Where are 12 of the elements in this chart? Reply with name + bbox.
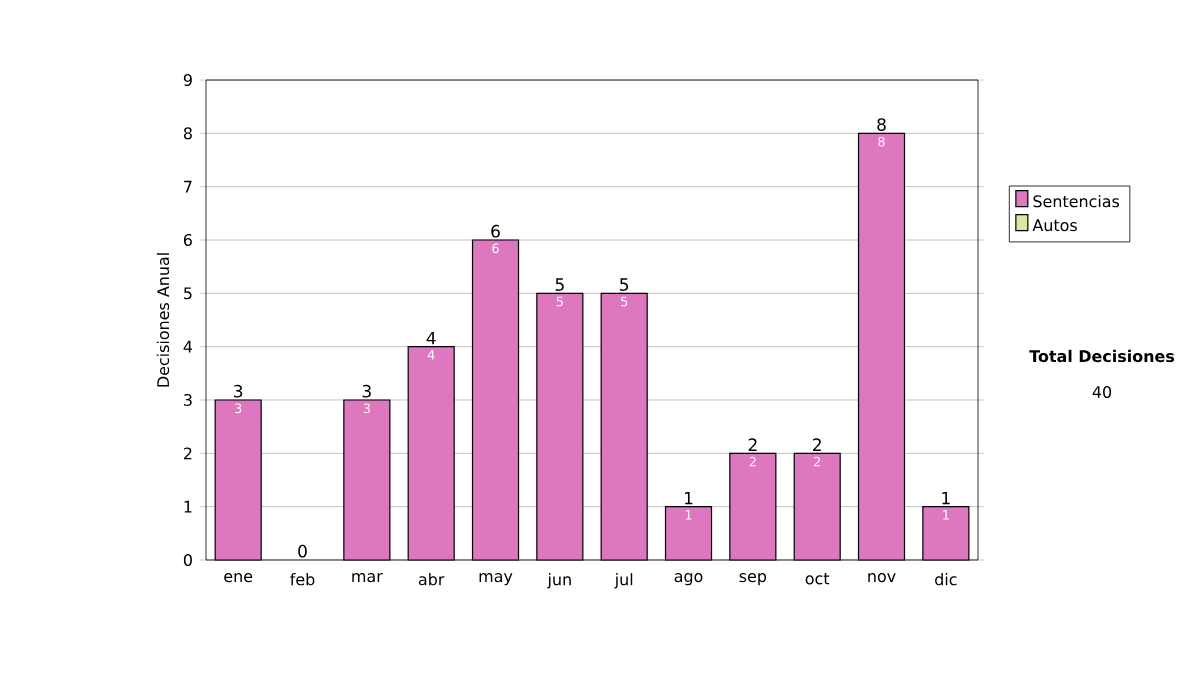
total-label: 1 [685,491,693,505]
total-label: 4 [426,331,436,345]
total-label: 5 [555,278,564,291]
total-label: 2 [748,438,757,451]
total-label: 3 [234,384,243,398]
total-label: 8 [877,118,886,131]
total-label: 3 [362,384,371,398]
total-label: 5 [620,278,629,291]
total-label: 2 [813,438,821,451]
total-label: 6 [491,224,500,238]
total-label: 1 [942,491,950,505]
total-label: 0 [298,544,307,558]
